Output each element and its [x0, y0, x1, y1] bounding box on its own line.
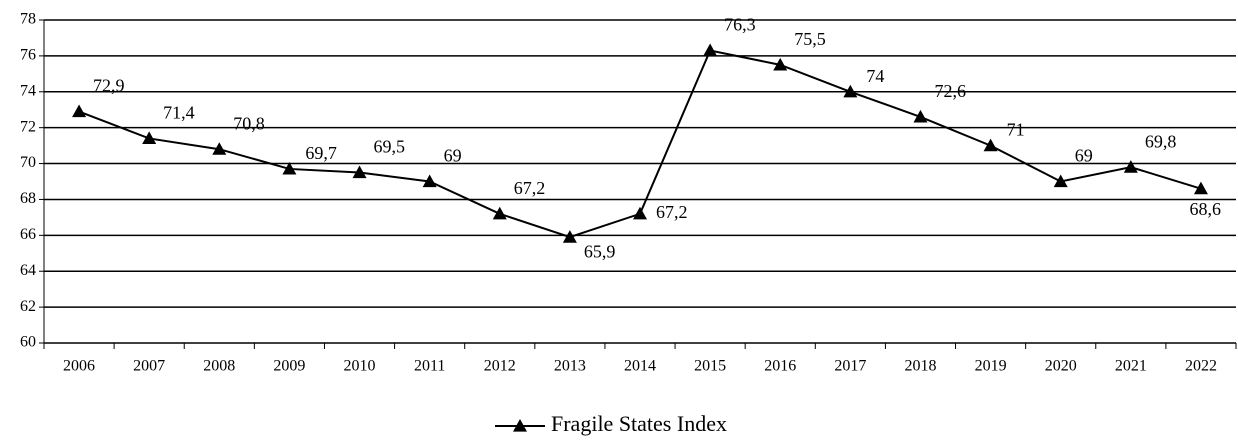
legend-marker [513, 419, 527, 432]
x-tick-label: 2018 [904, 358, 936, 375]
marker [773, 57, 788, 71]
data-label: 70,8 [233, 113, 265, 133]
marker [843, 84, 858, 98]
data-label: 68,6 [1189, 199, 1221, 219]
marker [142, 131, 157, 145]
data-label: 69 [444, 146, 462, 166]
x-tick-label: 2012 [484, 358, 516, 375]
x-tick-label: 2013 [554, 358, 586, 375]
data-label: 72,6 [934, 81, 966, 101]
x-tick-label: 2008 [203, 358, 235, 375]
y-tick-label: 60 [20, 334, 36, 351]
y-tick-label: 78 [20, 11, 36, 28]
data-label: 67,2 [514, 178, 546, 198]
x-tick-label: 2006 [63, 358, 95, 375]
data-label: 65,9 [584, 241, 616, 261]
data-label: 72,9 [93, 76, 125, 96]
y-tick-label: 66 [20, 226, 36, 243]
data-label: 69,7 [305, 143, 337, 163]
marker [352, 165, 367, 179]
marker [282, 161, 297, 175]
data-label: 69,5 [374, 137, 406, 157]
x-tick-label: 2022 [1185, 358, 1217, 375]
x-tick-label: 2016 [764, 358, 796, 375]
x-tick-label: 2009 [273, 358, 305, 375]
x-tick-label: 2020 [1045, 358, 1077, 375]
y-tick-label: 62 [20, 298, 36, 315]
data-label: 75,5 [794, 29, 826, 49]
x-tick-label: 2017 [834, 358, 866, 375]
marker [492, 206, 507, 220]
data-label: 71,4 [163, 103, 195, 123]
data-label: 71 [1007, 120, 1025, 140]
y-tick-label: 76 [20, 47, 36, 64]
marker [703, 43, 718, 57]
marker [422, 174, 437, 188]
data-label: 76,3 [724, 15, 756, 35]
y-tick-label: 72 [20, 118, 36, 135]
marker [1053, 174, 1068, 188]
legend-label: Fragile States Index [551, 411, 727, 436]
x-tick-label: 2014 [624, 358, 656, 375]
y-tick-label: 74 [20, 82, 36, 99]
marker [983, 138, 998, 152]
marker [1193, 181, 1208, 195]
x-tick-label: 2011 [414, 358, 445, 375]
marker [1123, 160, 1138, 173]
data-label: 74 [866, 66, 884, 86]
marker [562, 230, 577, 243]
marker [633, 206, 647, 220]
x-tick-label: 2015 [694, 358, 726, 375]
data-label: 67,2 [656, 202, 688, 222]
marker [72, 104, 87, 118]
x-tick-label: 2007 [133, 358, 165, 375]
marker [212, 142, 227, 155]
y-tick-label: 70 [20, 154, 36, 171]
data-label: 69 [1075, 146, 1093, 166]
y-tick-label: 68 [20, 190, 36, 207]
x-tick-label: 2019 [975, 358, 1007, 375]
x-tick-label: 2010 [344, 358, 376, 375]
marker [913, 109, 928, 123]
x-tick-label: 2021 [1115, 358, 1147, 375]
data-label: 69,8 [1145, 131, 1177, 151]
y-tick-label: 64 [20, 262, 36, 279]
